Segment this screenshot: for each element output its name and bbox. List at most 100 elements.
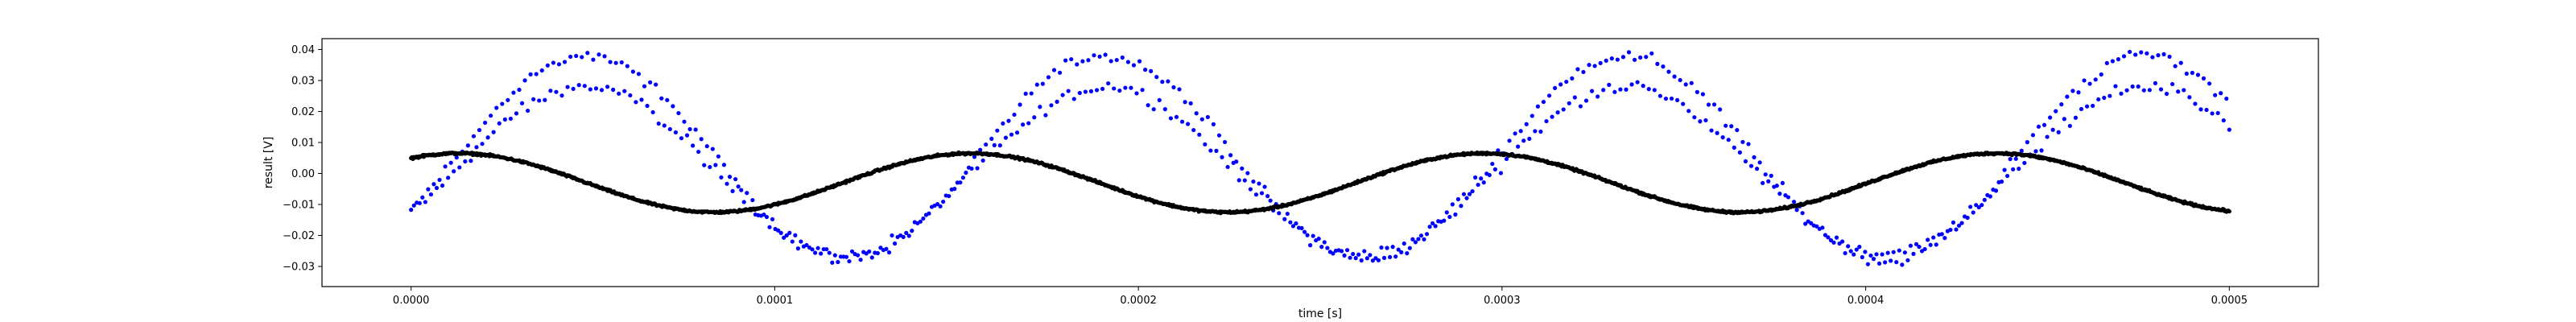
blue-data-point [1490, 161, 1495, 167]
blue-data-point [1390, 245, 1395, 250]
blue-data-point [1766, 179, 1771, 184]
blue-data-point [1319, 245, 1324, 250]
blue-data-point [1959, 221, 1964, 225]
blue-data-point [1681, 101, 1686, 106]
blue-data-point [1001, 121, 1005, 126]
blue-data-point [1780, 180, 1785, 185]
blue-data-point [2190, 70, 2194, 76]
blue-data-point [1470, 188, 1475, 194]
blue-data-point [1131, 63, 1137, 68]
blue-data-point [975, 166, 980, 171]
blue-data-point [1214, 148, 1219, 153]
blue-data-point [1868, 253, 1873, 258]
blue-data-point [764, 214, 770, 220]
blue-data-point [702, 163, 707, 167]
blue-data-point [1889, 258, 1893, 263]
y-tick-label: 0.04 [291, 44, 315, 56]
blue-data-point [992, 142, 997, 147]
blue-data-point [636, 72, 642, 76]
blue-data-point [2141, 88, 2146, 93]
blue-data-point [673, 130, 679, 135]
blue-data-point [628, 93, 633, 98]
blue-data-point [2198, 107, 2203, 112]
blue-data-point [1353, 256, 1358, 261]
blue-data-point [2059, 102, 2064, 107]
blue-data-point [471, 134, 477, 138]
blue-data-point [2170, 81, 2175, 87]
blue-data-point [1450, 202, 1455, 207]
blue-data-point [1251, 179, 1256, 184]
blue-data-point [782, 235, 786, 240]
blue-data-point [1149, 68, 1154, 73]
blue-data-point [1666, 69, 1671, 74]
blue-data-point [1473, 175, 1478, 180]
blue-data-point [1046, 75, 1051, 80]
blue-data-point [1160, 80, 1165, 85]
blue-data-point [1785, 195, 1791, 200]
blue-data-point [588, 87, 592, 92]
blue-data-point [1720, 135, 1725, 140]
blue-data-point [1086, 58, 1091, 63]
blue-data-point [969, 166, 974, 171]
blue-data-point [1066, 89, 1071, 93]
blue-data-point [1331, 251, 1335, 256]
blue-data-point [1546, 93, 1552, 98]
blue-data-point [1609, 56, 1614, 61]
x-tick-label: 0.0000 [393, 295, 430, 307]
blue-data-point [1951, 220, 1956, 225]
blue-data-point [1021, 122, 1026, 127]
blue-data-point [2219, 91, 2223, 96]
blue-data-point [1464, 196, 1469, 200]
blue-data-point [1103, 52, 1108, 57]
blue-data-point [2011, 167, 2016, 171]
blue-data-point [2207, 81, 2212, 86]
blue-data-point [522, 78, 527, 83]
blue-data-point [656, 121, 661, 126]
blue-data-point [1492, 167, 1497, 171]
blue-data-point [611, 87, 616, 93]
blue-data-point [1040, 81, 1045, 86]
blue-data-point [1854, 247, 1859, 252]
blue-data-point [465, 143, 470, 148]
blue-data-point [667, 126, 672, 132]
blue-data-point [1857, 245, 1862, 250]
blue-data-point [958, 180, 963, 185]
blue-data-point [832, 253, 837, 258]
blue-data-point [1288, 220, 1293, 225]
blue-data-point [2002, 167, 2007, 172]
blue-data-point [1700, 92, 1706, 97]
blue-data-point [2099, 72, 2103, 77]
blue-data-point [856, 253, 861, 258]
blue-data-point [1794, 208, 1799, 213]
blue-data-point [691, 143, 696, 148]
blue-data-point [574, 53, 579, 59]
blue-data-point [662, 123, 667, 128]
blue-data-point [1140, 88, 1145, 93]
blue-data-point [1897, 248, 1901, 253]
blue-data-point [1069, 56, 1074, 62]
blue-data-point [2096, 97, 2101, 102]
blue-data-point [819, 251, 824, 256]
blue-data-point [2087, 81, 2092, 86]
blue-data-point [1800, 211, 1805, 216]
blue-data-point [724, 181, 729, 186]
blue-data-point [580, 55, 584, 60]
blue-data-point [1905, 258, 1910, 262]
blue-data-point [682, 119, 687, 124]
blue-data-point [1615, 57, 1620, 62]
x-tick-label: 0.0001 [757, 295, 794, 307]
blue-data-point [1467, 192, 1472, 196]
blue-data-point [2005, 173, 2010, 179]
blue-data-point [1174, 114, 1179, 119]
blue-data-point [1675, 97, 1680, 103]
blue-data-point [2091, 103, 2095, 109]
blue-data-point [1399, 250, 1404, 254]
blue-data-point [679, 136, 684, 141]
blue-data-point [1726, 138, 1731, 142]
blue-data-point [1572, 95, 1577, 100]
blue-data-point [1737, 150, 1742, 155]
blue-data-point [665, 97, 670, 102]
blue-data-point [1282, 217, 1287, 221]
blue-data-point [1199, 117, 1204, 122]
blue-data-point [1479, 176, 1484, 181]
